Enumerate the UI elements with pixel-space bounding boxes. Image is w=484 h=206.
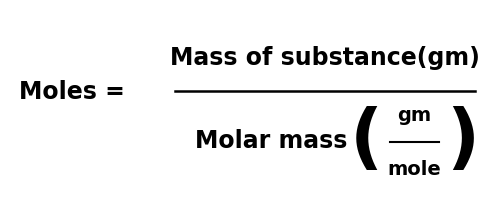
Text: ): )	[446, 106, 479, 174]
Text: Molar mass: Molar mass	[195, 128, 347, 152]
Text: mole: mole	[387, 159, 440, 178]
Text: (: (	[349, 106, 382, 174]
Text: gm: gm	[397, 106, 431, 125]
Text: Moles =: Moles =	[19, 80, 125, 104]
Text: Mass of substance(gm): Mass of substance(gm)	[170, 46, 479, 70]
